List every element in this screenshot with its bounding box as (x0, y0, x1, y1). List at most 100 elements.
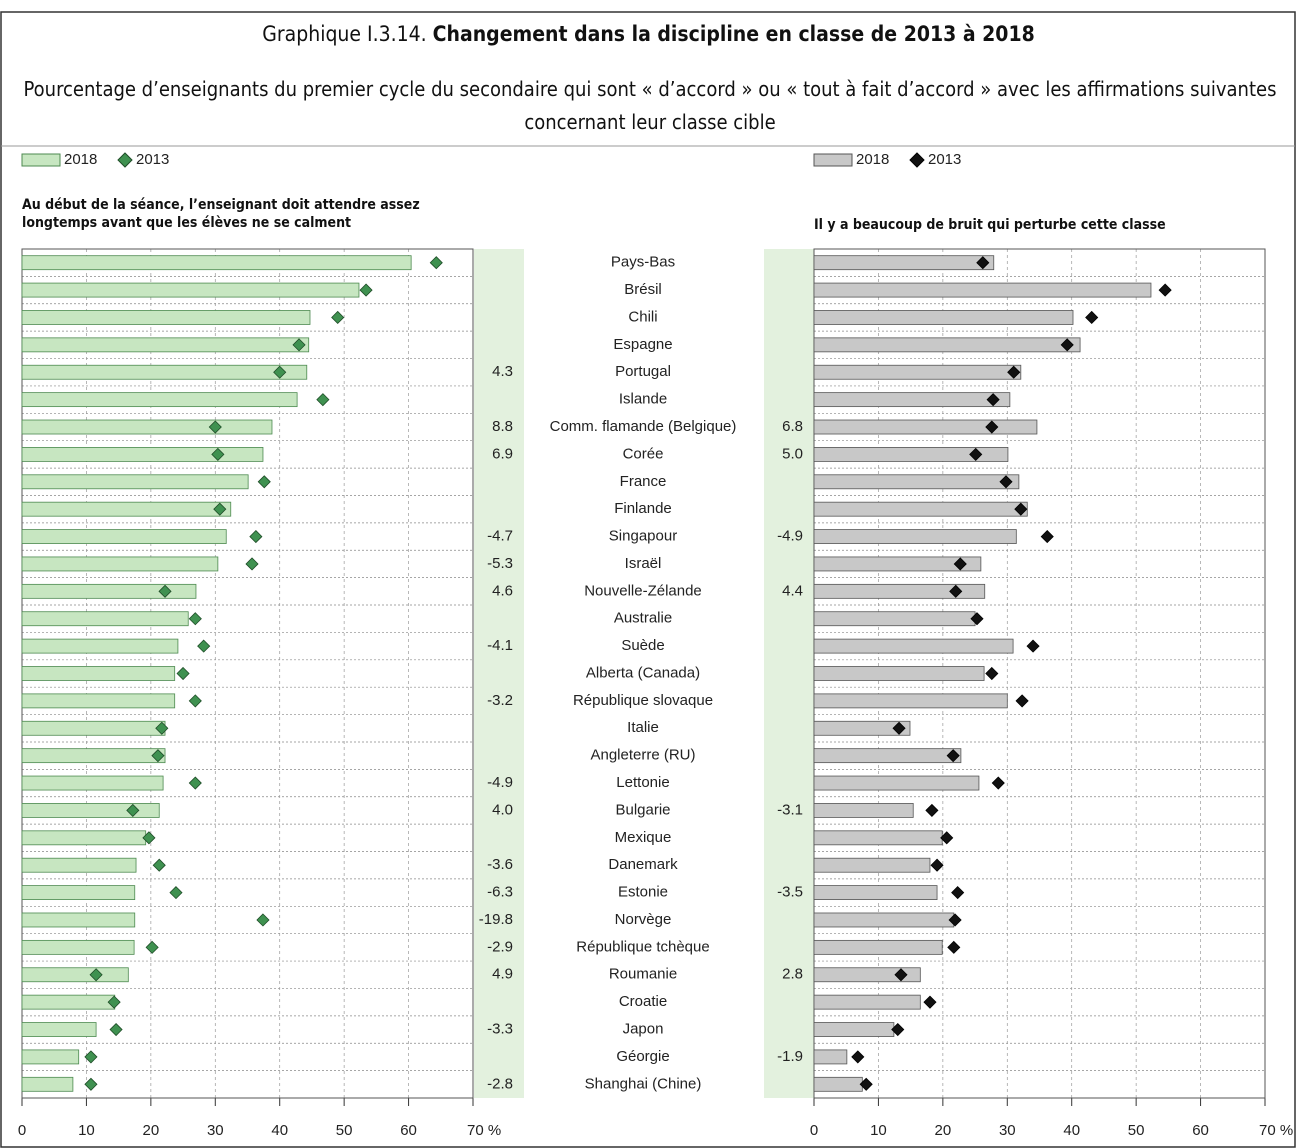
marker-2013 (1040, 529, 1054, 544)
marker-2013 (986, 393, 1000, 407)
bar (813, 310, 1074, 325)
frame (0, 11, 1296, 1148)
marker-2013 (940, 831, 954, 845)
difference-label: 4.9 (492, 966, 513, 983)
category-label: Shanghai (Chine) (585, 1075, 702, 1092)
marker-2013 (273, 365, 287, 379)
marker-2013 (316, 393, 330, 407)
bar (813, 638, 1014, 654)
marker-2013 (109, 1022, 123, 1037)
bar (813, 1049, 848, 1065)
difference-label: -2.9 (487, 938, 513, 955)
difference-label: 4.0 (492, 801, 513, 818)
marker-2013 (188, 776, 202, 790)
marker-2013 (155, 721, 169, 735)
x-tick-label: 40 (1063, 1122, 1080, 1139)
legend-label: 2013 (136, 151, 169, 168)
difference-label: -6.3 (487, 884, 513, 901)
marker-2013 (930, 858, 944, 872)
marker-2013 (142, 831, 156, 845)
marker-2013 (951, 886, 965, 900)
difference-label: 8.8 (492, 418, 513, 435)
difference-band (474, 249, 524, 1098)
marker-2013 (292, 338, 306, 352)
marker-2013 (107, 995, 121, 1009)
bar (21, 392, 298, 408)
bar (813, 720, 911, 736)
bar (21, 939, 135, 955)
bar (21, 1022, 97, 1037)
panel-label: Il y a beaucoup de bruit qui perturbe ce… (814, 217, 1166, 233)
bar (813, 255, 995, 271)
difference-label: 6.8 (782, 418, 803, 435)
bar (21, 556, 219, 572)
panel-label: Au début de la séance, l’enseignant doit… (22, 197, 420, 231)
difference-label: 4.4 (782, 582, 803, 599)
bar (21, 337, 310, 353)
difference-label: -3.1 (777, 801, 803, 818)
legend-marker (909, 152, 925, 168)
difference-label: -3.2 (487, 692, 513, 709)
bar (813, 939, 943, 955)
category-label: Roumanie (609, 966, 677, 983)
category-label: Israël (625, 555, 662, 572)
marker-2013 (126, 803, 140, 818)
marker-2013 (894, 968, 908, 982)
bar (813, 583, 986, 599)
legend-label: 2018 (64, 151, 97, 168)
bar (813, 419, 1038, 435)
marker-2013 (1015, 694, 1029, 708)
difference-label: -2.8 (487, 1075, 513, 1092)
x-tick-label: 10 (78, 1122, 95, 1139)
marker-2013 (923, 995, 937, 1009)
x-tick-label: 60 (400, 1122, 417, 1139)
bar (813, 392, 1011, 408)
x-tick-label: 40 (271, 1122, 288, 1139)
marker-2013 (152, 858, 166, 872)
marker-2013 (946, 749, 960, 763)
marker-2013 (188, 694, 202, 708)
category-label: Comm. flamande (Belgique) (550, 418, 737, 435)
bar (21, 857, 137, 873)
category-label: Chili (628, 308, 657, 325)
category-label: Finlande (614, 500, 672, 517)
category-label: Lettonie (616, 774, 669, 791)
difference-label: -3.5 (777, 884, 803, 901)
difference-label: 4.3 (492, 363, 513, 380)
marker-2013 (859, 1077, 873, 1091)
bar (21, 912, 136, 928)
bar (813, 830, 943, 846)
x-tick-label: 20 (935, 1122, 952, 1139)
bar (21, 364, 308, 380)
difference-band (764, 249, 814, 1098)
category-label: Alberta (Canada) (586, 664, 700, 681)
marker-2013 (257, 475, 271, 489)
category-label: Portugal (615, 363, 671, 380)
title: Graphique I.3.14. Changement dans la dis… (0, 22, 1297, 46)
bar (21, 1049, 80, 1065)
legend-marker (117, 152, 133, 168)
marker-2013 (208, 420, 222, 434)
bar (21, 447, 264, 462)
category-label: France (620, 473, 667, 490)
bar (21, 501, 232, 517)
marker-2013 (331, 310, 345, 325)
marker-2013 (1158, 283, 1172, 297)
bar (21, 803, 160, 818)
category-label: Australie (614, 610, 672, 627)
bar (813, 857, 931, 873)
marker-2013 (158, 584, 172, 598)
title-prefix: Graphique I.3.14. (262, 22, 427, 46)
marker-2013 (985, 666, 999, 681)
difference-label: -1.9 (777, 1048, 803, 1065)
legend-label: 2013 (928, 151, 961, 168)
bar (21, 666, 176, 681)
bar (21, 310, 311, 325)
bar (21, 720, 166, 736)
bar (813, 1076, 863, 1092)
category-label: Corée (623, 445, 664, 462)
bar (813, 885, 938, 900)
difference-label: 4.6 (492, 582, 513, 599)
x-tick-label: 50 (336, 1122, 353, 1139)
